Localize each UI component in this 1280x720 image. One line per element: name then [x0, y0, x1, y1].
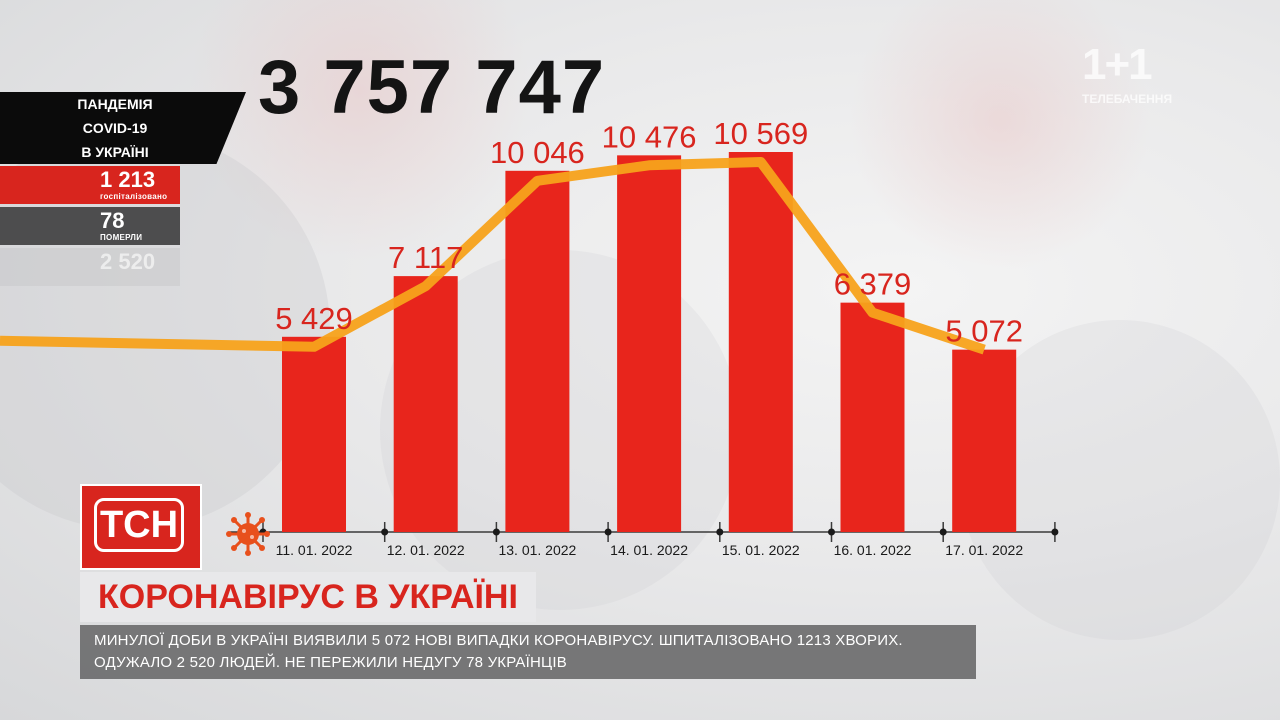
- category-label-4: 14. 01. 2022: [610, 542, 688, 558]
- x-axis-tick-dot: [604, 528, 612, 536]
- total-cases: 3 757 747: [258, 45, 606, 130]
- value-label-1: 5 429: [275, 301, 353, 336]
- died-stat: 78 ПОМЕРЛИ: [0, 207, 180, 245]
- bar-4: [617, 155, 682, 532]
- virus-icon: [226, 512, 270, 556]
- category-label-7: 17. 01. 2022: [945, 542, 1023, 558]
- stats-title-box: ПАНДЕМІЯ COVID-19 В УКРАЇНІ: [0, 92, 246, 164]
- tsn-logo-text: ТСН: [94, 498, 184, 552]
- x-axis-tick-dot: [828, 528, 835, 536]
- category-label-3: 13. 01. 2022: [498, 542, 576, 558]
- died-value: 78: [100, 208, 125, 233]
- category-label-5: 15. 01. 2022: [722, 542, 800, 558]
- recovered-stat: 2 520: [0, 248, 180, 286]
- x-axis-tick-dot: [381, 528, 389, 536]
- channel-logo-sub: ТЕЛЕБАЧЕННЯ: [1082, 92, 1173, 106]
- tsn-logo: ТСН: [80, 484, 202, 570]
- hospitalized-label: госпіталізовано: [100, 192, 168, 201]
- hospitalized-stat: 1 213 госпіталізовано: [0, 166, 180, 204]
- category-label-1: 11. 01. 2022: [276, 542, 353, 558]
- value-label-2: 7 117: [388, 240, 463, 275]
- x-axis-tick-dot: [492, 528, 500, 536]
- value-label-4: 10 476: [602, 119, 697, 154]
- channel-logo: 1+1: [1082, 40, 1153, 89]
- bar-3: [505, 170, 570, 532]
- category-label-2: 12. 01. 2022: [387, 542, 465, 558]
- x-axis-tick-dot: [1051, 528, 1059, 536]
- recovered-value: 2 520: [100, 249, 156, 274]
- stats-title-line-3: В УКРАЇНІ: [81, 144, 149, 160]
- bar-5: [728, 152, 793, 532]
- value-label-3: 10 046: [490, 135, 585, 170]
- value-label-6: 6 379: [834, 267, 912, 302]
- bar-7: [952, 349, 1017, 532]
- bar-6: [840, 302, 905, 532]
- category-label-6: 16. 01. 2022: [834, 542, 912, 558]
- hospitalized-value: 1 213: [100, 167, 156, 192]
- headline: КОРОНАВІРУС В УКРАЇНІ: [80, 572, 536, 622]
- bar-1: [282, 336, 346, 532]
- x-axis-tick-dot: [939, 528, 947, 536]
- stats-title-line-2: COVID-19: [82, 120, 148, 136]
- value-label-5: 10 569: [713, 116, 808, 151]
- value-label-7: 5 072: [945, 314, 1023, 349]
- bar-2: [393, 276, 458, 532]
- died-label: ПОМЕРЛИ: [100, 233, 143, 242]
- x-axis-tick-dot: [716, 528, 724, 536]
- trend-line: [0, 157, 986, 355]
- stats-title-line-1: ПАНДЕМІЯ: [77, 96, 153, 112]
- news-ticker: МИНУЛОЇ ДОБИ В УКРАЇНІ ВИЯВИЛИ 5 072 НОВ…: [80, 625, 976, 679]
